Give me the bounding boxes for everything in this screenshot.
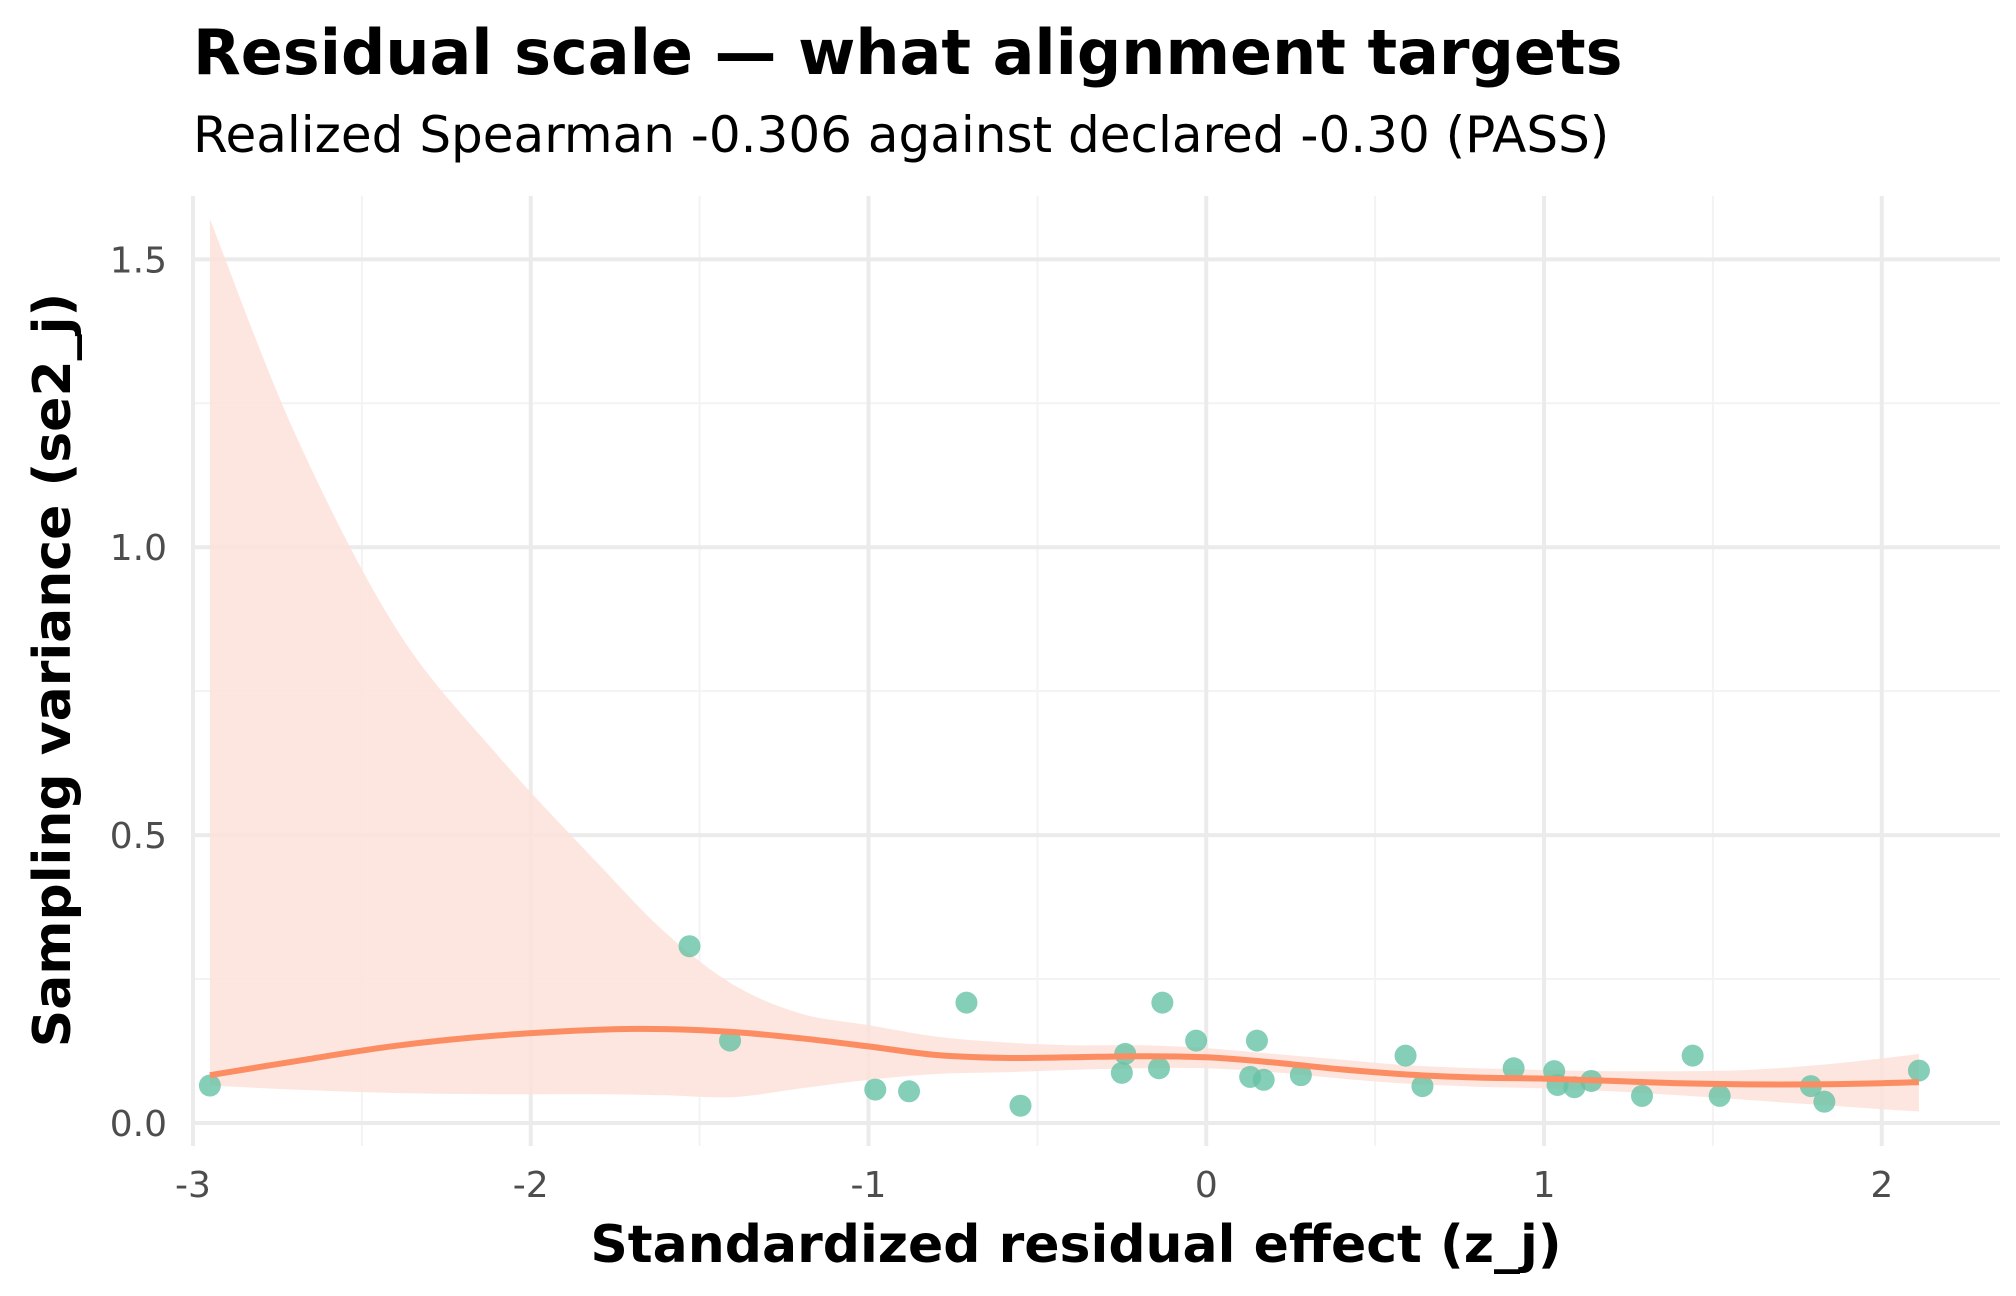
data-point <box>1813 1090 1836 1113</box>
y-axis-label: Sampling variance (se2_j) <box>23 293 83 1047</box>
y-axis-ticks: 0.0 0.5 1.0 1.5 <box>110 240 167 1145</box>
data-point <box>678 935 701 958</box>
data-point <box>1009 1094 1032 1117</box>
data-point <box>1252 1068 1275 1091</box>
chart-subtitle: Realized Spearman -0.306 against declare… <box>193 106 1610 164</box>
data-point <box>1630 1084 1653 1107</box>
x-axis-ticks: -3 -2 -1 0 1 2 <box>175 1165 1893 1206</box>
confidence-ribbon <box>209 219 1919 1112</box>
data-point <box>1185 1029 1208 1052</box>
y-tick-label: 0.5 <box>110 816 167 857</box>
y-tick-label: 0.0 <box>110 1104 167 1145</box>
x-tick-label: -2 <box>513 1165 549 1206</box>
data-point <box>1681 1044 1704 1067</box>
data-point <box>1289 1064 1312 1087</box>
data-point <box>1245 1029 1268 1052</box>
data-point <box>1411 1075 1434 1098</box>
y-tick-label: 1.5 <box>110 240 167 281</box>
data-point <box>1907 1059 1930 1082</box>
data-point <box>1394 1044 1417 1067</box>
x-tick-label: 1 <box>1533 1165 1556 1206</box>
smooth-line <box>209 1025 1919 1088</box>
data-point <box>1708 1084 1731 1107</box>
data-point <box>898 1080 921 1103</box>
data-point <box>1151 991 1174 1014</box>
data-point <box>1502 1057 1525 1080</box>
x-axis-label: Standardized residual effect (z_j) <box>590 1215 1561 1275</box>
data-point <box>864 1078 887 1101</box>
y-tick-label: 1.0 <box>110 528 167 569</box>
x-tick-label: -1 <box>851 1165 887 1206</box>
data-point <box>198 1074 221 1097</box>
chart-title: Residual scale — what alignment targets <box>193 16 1623 89</box>
x-tick-label: -3 <box>175 1165 211 1206</box>
x-tick-label: 2 <box>1870 1165 1893 1206</box>
data-points <box>198 935 1930 1117</box>
data-point <box>955 991 978 1014</box>
data-point <box>1147 1057 1170 1080</box>
data-point <box>1110 1061 1133 1084</box>
x-tick-label: 0 <box>1195 1165 1218 1206</box>
